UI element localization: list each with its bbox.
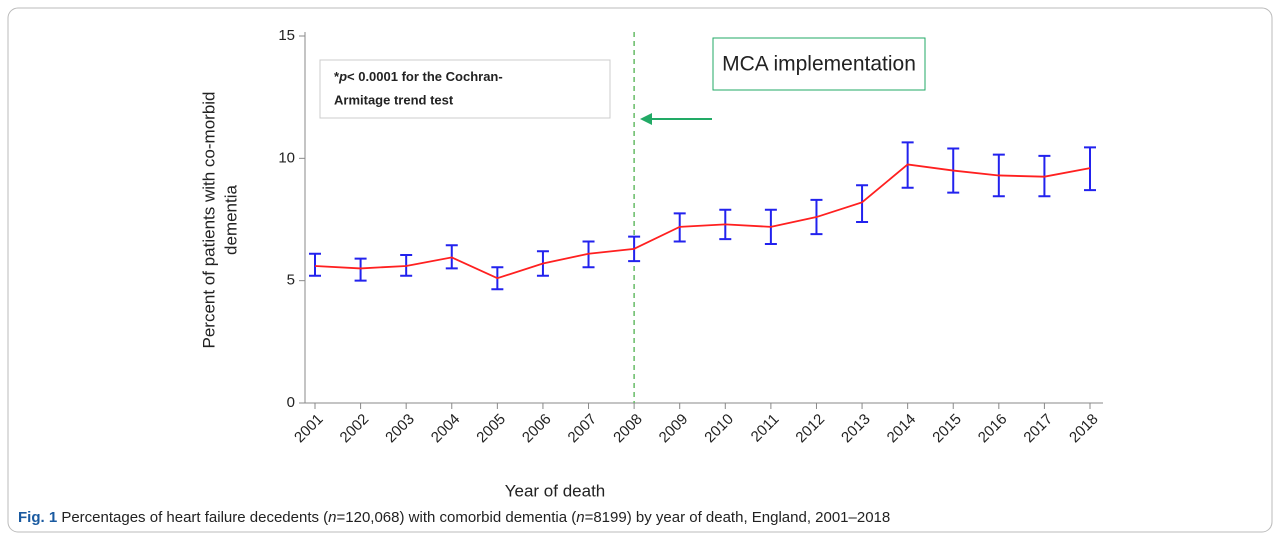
x-tick-label: 2005 <box>473 411 509 447</box>
x-tick-label: 2010 <box>701 411 737 447</box>
callout-arrowhead <box>640 113 652 125</box>
x-tick-label: 2002 <box>337 411 373 447</box>
error-bar <box>856 184 869 223</box>
caption-part: n <box>576 509 584 526</box>
x-tick-label: 2004 <box>428 411 464 447</box>
note-text: *p< 0.0001 for the Cochran- <box>334 69 503 84</box>
x-tick-label: 2014 <box>884 411 920 447</box>
callout-box <box>712 37 926 91</box>
error-bar <box>309 252 321 277</box>
note-part: < 0.0001 for the Cochran- <box>347 69 503 84</box>
note-part: p <box>338 69 347 84</box>
x-tick-label: 2008 <box>610 411 646 447</box>
x-tick-label: 2007 <box>565 411 601 447</box>
note-text: Armitage trend test <box>334 92 454 107</box>
y-tick-label: 10 <box>278 149 295 166</box>
y-tick-label: 5 <box>287 272 295 289</box>
figure-frame <box>7 7 1273 533</box>
data-line <box>314 163 1091 280</box>
caption: Fig. 1 Percentages of heart failure dece… <box>18 509 890 526</box>
x-tick-label: 2017 <box>1020 411 1056 447</box>
caption-part: Percentages of heart failure decedents ( <box>57 509 328 526</box>
caption-part: n <box>328 509 336 526</box>
note-box <box>319 59 611 119</box>
caption-label: Fig. 1 <box>18 509 57 526</box>
x-tick-label: 2018 <box>1066 411 1102 447</box>
x-tick-label: 2006 <box>519 411 555 447</box>
y-tick-label: 0 <box>287 394 295 411</box>
x-tick-label: 2015 <box>929 411 965 447</box>
caption-part: =120,068) with comorbid dementia ( <box>337 509 577 526</box>
callout-text: MCA implementation <box>722 53 916 76</box>
x-axis-label: Year of death <box>505 481 606 500</box>
x-tick-label: 2001 <box>291 411 327 447</box>
x-tick-label: 2011 <box>748 411 783 446</box>
y-axis-label: Percent of patients with co-morbid <box>199 91 218 348</box>
x-tick-label: 2003 <box>382 411 418 447</box>
note-part: * <box>334 69 340 84</box>
x-tick-label: 2016 <box>975 411 1011 447</box>
x-tick-label: 2012 <box>792 411 828 447</box>
caption-part: =8199) by year of death, England, 2001–2… <box>585 509 891 526</box>
error-bar <box>354 257 367 282</box>
y-tick-label: 15 <box>278 27 295 44</box>
y-axis-label: dementia <box>221 184 240 254</box>
x-tick-label: 2013 <box>838 411 874 447</box>
x-tick-label: 2009 <box>656 411 692 447</box>
